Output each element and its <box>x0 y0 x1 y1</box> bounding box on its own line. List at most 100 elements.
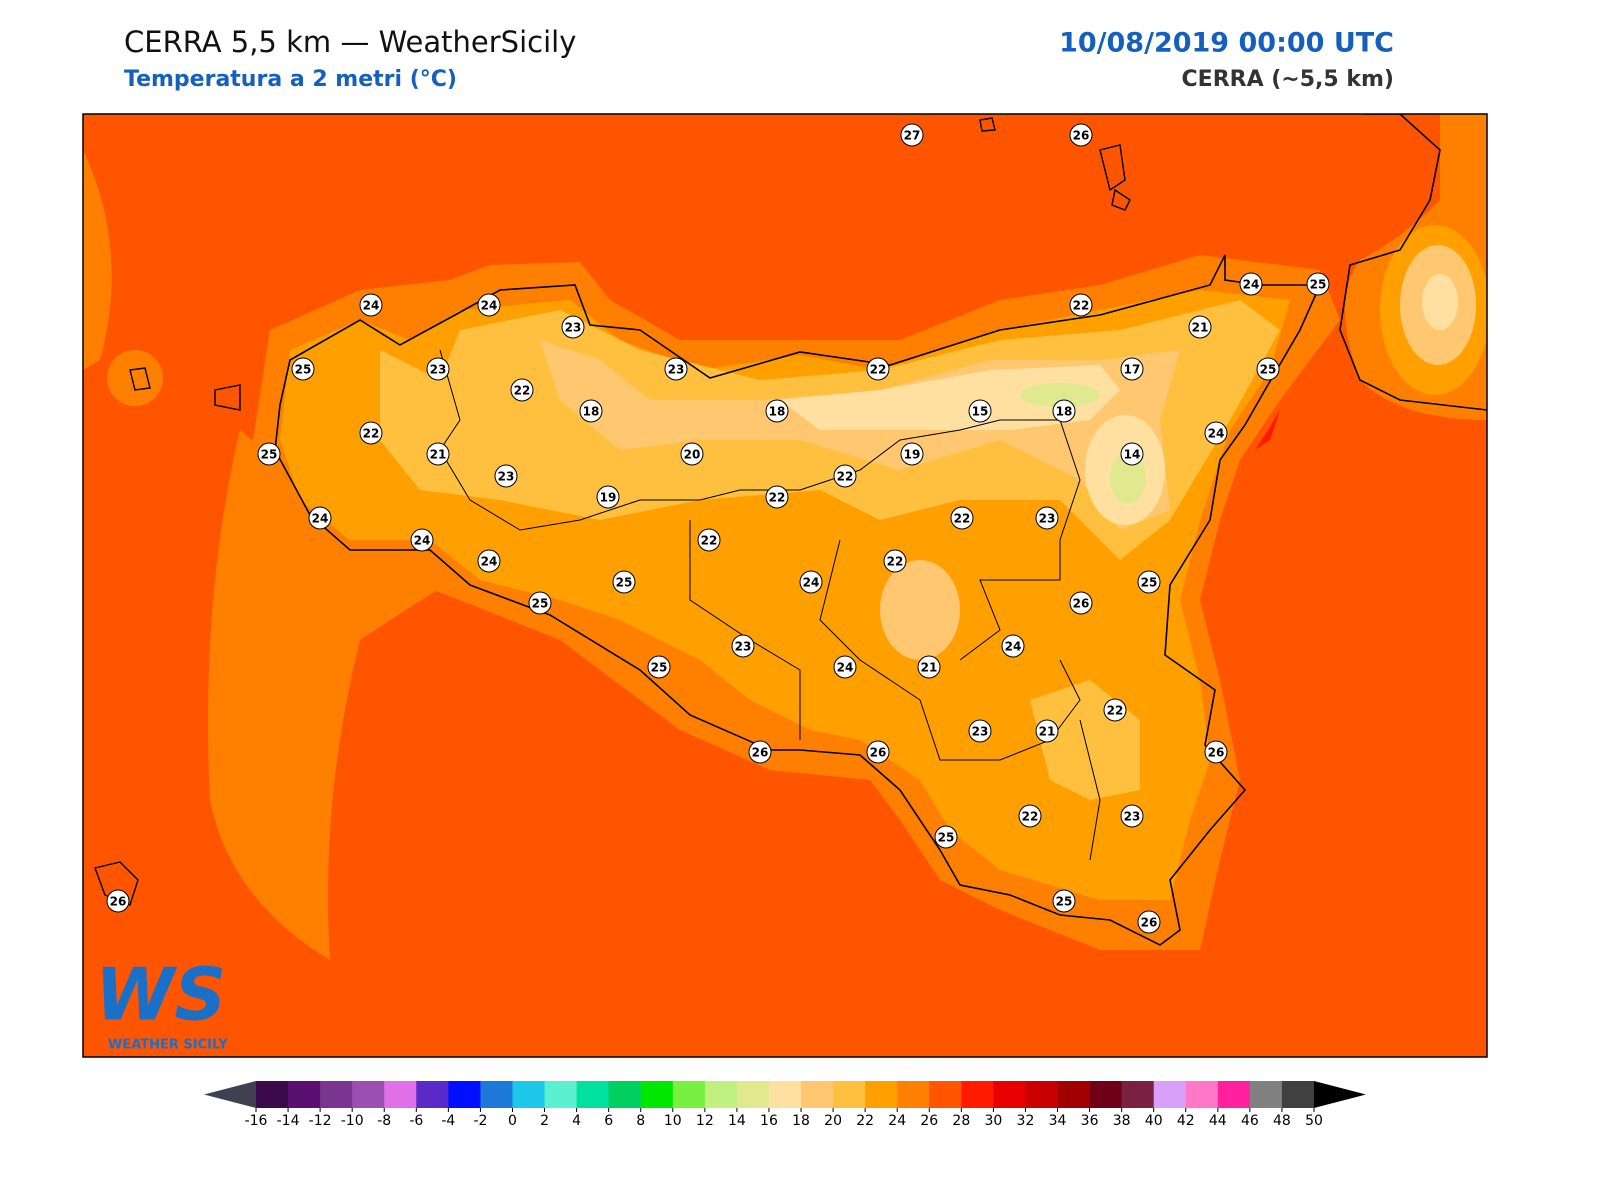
station-value: 22 <box>514 384 531 398</box>
field <box>780 365 1120 430</box>
station-marker <box>1103 698 1127 722</box>
station-value: 24 <box>1005 640 1022 654</box>
station-value: 24 <box>837 661 854 675</box>
station-value: 22 <box>1022 810 1039 824</box>
colorbar-tick-label: 16 <box>760 1113 778 1129</box>
station-marker <box>765 399 789 423</box>
station-marker <box>697 528 721 552</box>
colorbar-tick-label: 28 <box>952 1113 970 1129</box>
colorbar-bin <box>288 1081 321 1108</box>
station-value: 24 <box>312 512 329 526</box>
station-marker <box>1069 293 1093 317</box>
station-marker <box>596 485 620 509</box>
station-marker <box>410 528 434 552</box>
station-marker <box>561 315 585 339</box>
station-value: 25 <box>532 597 549 611</box>
colorbar-bin <box>1089 1081 1123 1108</box>
colorbar: -16 -14 -12 -10 -8 -6 -4 -2 0 2 4 6 8 10 12 14 16 18 20 22 2… <box>204 1081 1366 1129</box>
station-value: 18 <box>583 405 600 419</box>
station-marker <box>1204 421 1228 445</box>
colorbar-tick-label: 40 <box>1145 1113 1163 1129</box>
station-value: 21 <box>430 448 447 462</box>
station-marker <box>1018 804 1042 828</box>
colorbar-bin <box>865 1081 898 1108</box>
station-value: 17 <box>1124 363 1141 377</box>
station-value: 22 <box>887 555 904 569</box>
station-marker <box>968 719 992 743</box>
station-value: 18 <box>769 405 786 419</box>
colorbar-bin <box>1217 1081 1251 1108</box>
station-marker <box>1001 634 1025 658</box>
station-value: 22 <box>1107 704 1124 718</box>
colorbar-tick-label: 34 <box>1049 1113 1067 1129</box>
colorbar-tick-label: 32 <box>1017 1113 1035 1129</box>
station-value: 25 <box>1310 278 1327 292</box>
station-marker <box>900 442 924 466</box>
station-value: 18 <box>1056 405 1073 419</box>
station-value: 26 <box>1073 597 1090 611</box>
colorbar-bin <box>993 1081 1026 1108</box>
station-marker <box>1137 570 1161 594</box>
colorbar-bin <box>897 1081 930 1108</box>
field <box>880 560 960 660</box>
station-marker <box>1188 315 1212 339</box>
station-value: 26 <box>752 746 769 760</box>
station-value: 23 <box>668 363 685 377</box>
map <box>83 114 1487 1057</box>
colorbar-bin <box>1121 1081 1155 1108</box>
station-marker <box>748 740 772 764</box>
station-value: 26 <box>870 746 887 760</box>
station-value: 23 <box>735 640 752 654</box>
station-value: 25 <box>1260 363 1277 377</box>
colorbar-tick-label: -16 <box>245 1113 268 1129</box>
station-marker <box>833 655 857 679</box>
colorbar-tick-label: 24 <box>888 1113 906 1129</box>
station-marker <box>866 357 890 381</box>
calabria-coast <box>1339 114 1487 411</box>
stations: 27 26 24 24 23 22 24 25 21 25 23 23 22 17 25 22 18 18 15 18… <box>106 123 1330 934</box>
station-value: 23 <box>1124 810 1141 824</box>
station-marker <box>510 378 534 402</box>
station-value: 25 <box>651 661 668 675</box>
subtitle: Temperatura a 2 metri (°C) <box>124 67 457 92</box>
station-marker <box>1120 804 1144 828</box>
logo-name: WEATHER SICILY <box>108 1038 228 1053</box>
colorbar-bin <box>1281 1081 1315 1108</box>
station-marker <box>647 655 671 679</box>
colorbar-tick-label: -4 <box>441 1113 455 1129</box>
colorbar-tick-label: -2 <box>473 1113 487 1129</box>
station-marker <box>1052 889 1076 913</box>
colorbar-bin <box>416 1081 449 1108</box>
station-marker <box>612 570 636 594</box>
station-marker <box>579 399 603 423</box>
station-value: 23 <box>565 321 582 335</box>
station-marker <box>799 570 823 594</box>
station-marker <box>106 889 130 913</box>
colorbar-tick-label: 4 <box>572 1113 581 1129</box>
colorbar-bin <box>384 1081 417 1108</box>
colorbar-tick-label: 50 <box>1305 1113 1323 1129</box>
colorbar-tick-label: 30 <box>984 1113 1002 1129</box>
logo-mark: WS <box>95 953 226 1037</box>
colorbar-bin <box>1185 1081 1219 1108</box>
field <box>83 150 112 370</box>
colorbar-bin <box>1057 1081 1091 1108</box>
station-value: 25 <box>261 448 278 462</box>
station-value: 23 <box>498 470 515 484</box>
station-value: 26 <box>1073 129 1090 143</box>
station-marker <box>477 549 501 573</box>
station-marker <box>1120 442 1144 466</box>
field <box>1422 274 1458 330</box>
station-value: 25 <box>616 576 633 590</box>
station-value: 19 <box>600 491 617 505</box>
station-marker <box>1069 123 1093 147</box>
station-marker <box>528 591 552 615</box>
islands <box>94 117 1131 906</box>
colorbar-bin <box>833 1081 866 1108</box>
station-marker <box>1120 357 1144 381</box>
station-value: 22 <box>837 470 854 484</box>
colorbar-tick-label: 14 <box>728 1113 746 1129</box>
station-marker <box>731 634 755 658</box>
colorbar-tick-label: -8 <box>377 1113 391 1129</box>
